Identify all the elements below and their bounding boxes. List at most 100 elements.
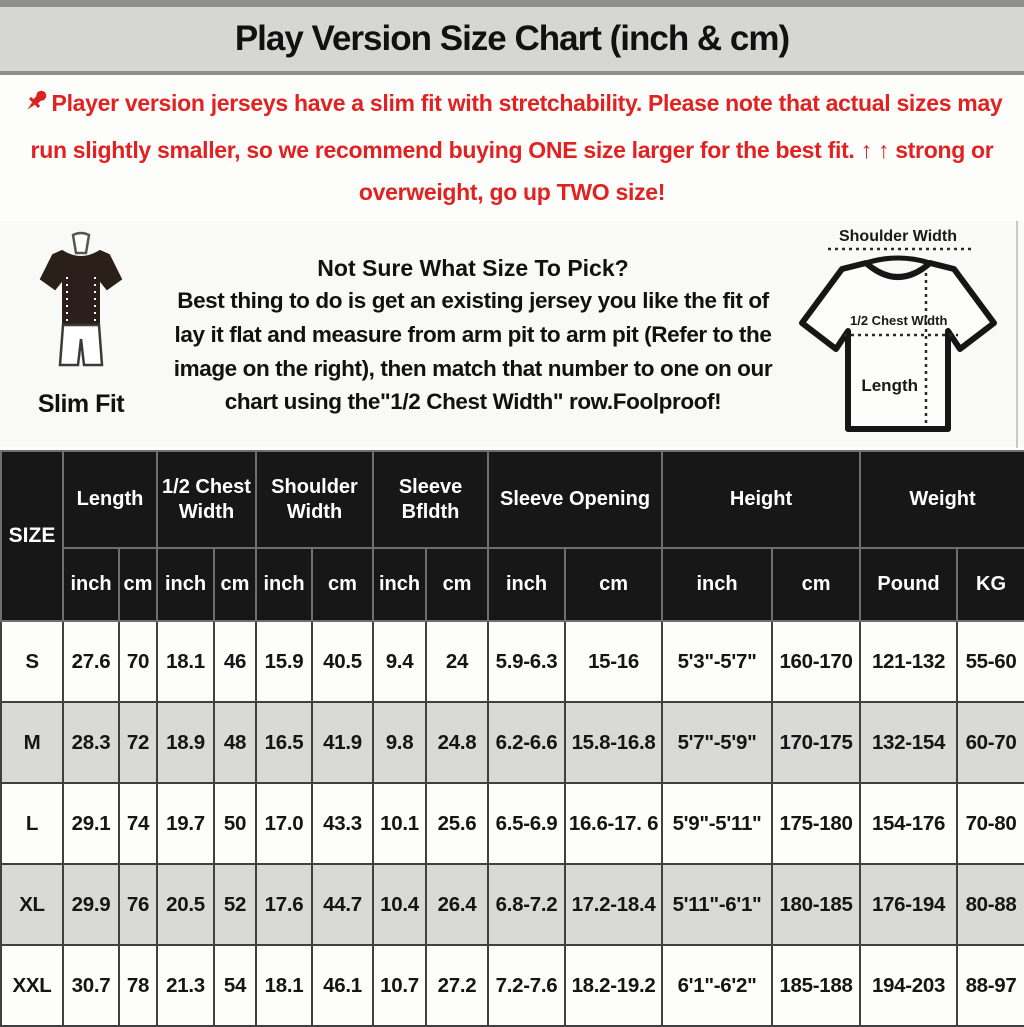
size-pick-guide: Not Sure What Size To Pick? Best thing t… [156,221,790,419]
table-cell: 185-188 [771,944,862,1027]
table-cell: 10.4 [372,863,428,946]
unit-header: Pound [859,547,959,622]
table-cell: 43.3 [310,782,375,865]
col-group-height: Height [661,450,862,549]
table-cell: 9.8 [372,701,428,784]
size-cell: S [0,620,64,703]
table-cell: 6'1"-6'2" [661,944,774,1027]
table-cell: 46 [213,620,257,703]
table-cell: 18.1 [255,944,313,1027]
unit-header: cm [425,547,490,622]
unit-header: KG [956,547,1024,622]
length-label: Length [861,376,918,395]
unit-header: inch [62,547,120,622]
collar-line [865,255,931,266]
table-cell: 88-97 [956,944,1024,1027]
unit-header: cm [213,547,257,622]
table-cell: 17.0 [255,782,313,865]
table-cell: 28.3 [62,701,120,784]
unit-header: cm [564,547,664,622]
table-cell: 6.8-7.2 [487,863,567,946]
col-group-sleeve-opening: Sleeve Opening [487,450,664,549]
table-cell: 18.2-19.2 [564,944,664,1027]
table-cell: 180-185 [771,863,862,946]
table-cell: 5'3"-5'7" [661,620,774,703]
table-cell: 50 [213,782,257,865]
size-corner-header: SIZE [0,450,64,622]
title-banner: Play Version Size Chart (inch & cm) [0,0,1024,75]
guide-body: Best thing to do is get an existing jers… [173,288,773,415]
table-cell: 15.9 [255,620,313,703]
table-cell: 5.9-6.3 [487,620,567,703]
guide-heading: Not Sure What Size To Pick? [317,255,629,281]
table-cell: 5'11"-6'1" [661,863,774,946]
table-cell: 70 [118,620,158,703]
table-cell: 27.6 [62,620,120,703]
table-cell: 74 [118,782,158,865]
table-cell: 5'9"-5'11" [661,782,774,865]
table-cell: 29.9 [62,863,120,946]
table-row-m: M 28.3 72 18.9 48 16.5 41.9 9.8 24.8 6.2… [0,701,1024,784]
size-cell: L [0,782,64,865]
table-cell: 18.9 [156,701,215,784]
unit-header: inch [487,547,567,622]
table-cell: 16.6-17. 6 [564,782,664,865]
half-chest-width-label: 1/2 Chest Width [850,313,947,328]
table-cell: 175-180 [771,782,862,865]
table-cell: 72 [118,701,158,784]
unit-header: cm [771,547,862,622]
table-cell: 160-170 [771,620,862,703]
table-cell: 55-60 [956,620,1024,703]
unit-header: inch [255,547,313,622]
warning-text-wrap: Player version jerseys have a slim fit w… [6,82,1018,214]
warning-note: Player version jerseys have a slim fit w… [0,75,1024,221]
table-cell: 46.1 [310,944,375,1027]
table-cell: 9.4 [372,620,428,703]
size-cell: XL [0,863,64,946]
table-cell: 7.2-7.6 [487,944,567,1027]
table-cell: 6.5-6.9 [487,782,567,865]
table-cell: 194-203 [859,944,959,1027]
table-cell: 52 [213,863,257,946]
col-group-length: Length [62,450,158,549]
table-cell: 40.5 [310,620,375,703]
table-cell: 6.2-6.6 [487,701,567,784]
table-cell: 10.1 [372,782,428,865]
table-cell: 26.4 [425,863,490,946]
table-cell: 18.1 [156,620,215,703]
table-row-xxl: XXL 30.7 78 21.3 54 18.1 46.1 10.7 27.2 … [0,944,1024,1027]
unit-header: cm [118,547,158,622]
table-cell: 16.5 [255,701,313,784]
fit-guide-section: Slim Fit Not Sure What Size To Pick? Bes… [0,221,1024,448]
table-cell: 27.2 [425,944,490,1027]
table-cell: 60-70 [956,701,1024,784]
table-cell: 25.6 [425,782,490,865]
size-chart-table-wrap: SIZE Length 1/2 Chest Width Shoulder Wid… [0,446,1024,1027]
tshirt-outline [799,260,997,432]
header-units-row: inch cm inch cm inch cm inch cm inch cm … [1,547,1024,622]
table-cell: 48 [213,701,257,784]
table-row-s: S 27.6 70 18.1 46 15.9 40.5 9.4 24 5.9-6… [0,620,1024,703]
table-cell: 10.7 [372,944,428,1027]
table-cell: 170-175 [771,701,862,784]
size-cell: M [0,701,64,784]
unit-header: inch [661,547,774,622]
table-cell: 5'7"-5'9" [661,701,774,784]
table-cell: 29.1 [62,782,120,865]
table-cell: 176-194 [859,863,959,946]
table-cell: 70-80 [956,782,1024,865]
pushpin-icon [22,86,50,129]
table-cell: 121-132 [859,620,959,703]
col-group-weight: Weight [859,450,1024,549]
size-chart-table: SIZE Length 1/2 Chest Width Shoulder Wid… [0,450,1024,1027]
table-cell: 17.2-18.4 [564,863,664,946]
table-cell: 15-16 [564,620,664,703]
table-cell: 15.8-16.8 [564,701,664,784]
table-cell: 24 [425,620,490,703]
table-cell: 24.8 [425,701,490,784]
slim-fit-figure-icon [29,231,133,375]
table-cell: 76 [118,863,158,946]
header-group-row: SIZE Length 1/2 Chest Width Shoulder Wid… [0,450,1024,622]
table-row-l: L 29.1 74 19.7 50 17.0 43.3 10.1 25.6 6.… [0,782,1024,865]
table-cell: 20.5 [156,863,215,946]
